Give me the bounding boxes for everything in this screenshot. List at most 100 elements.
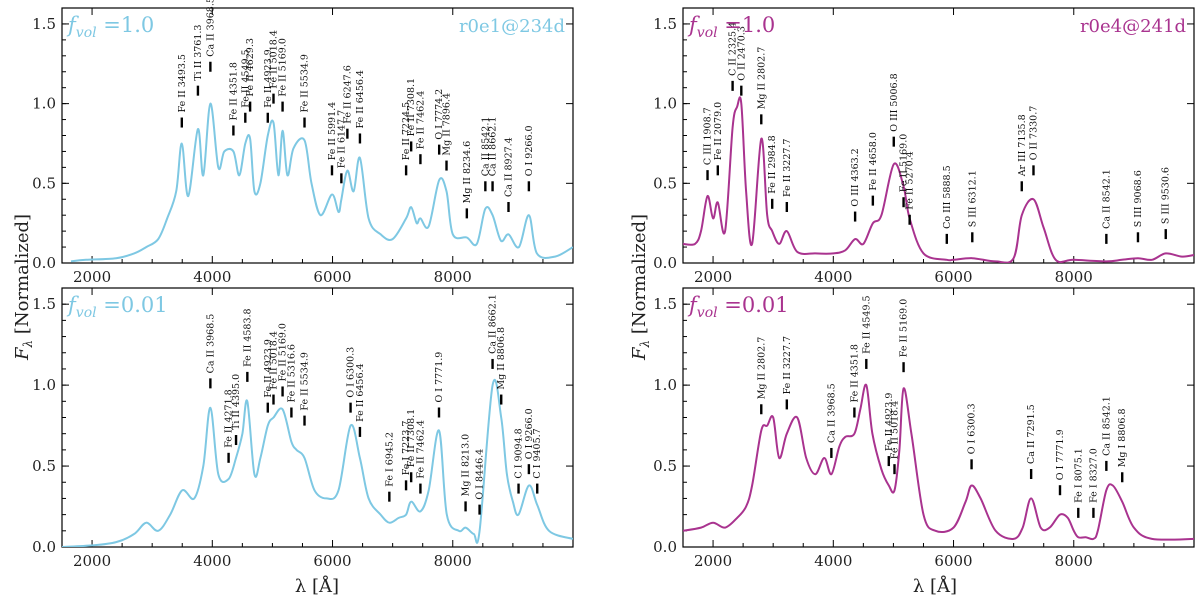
line-id-label: Ca II 8927.4 bbox=[504, 137, 515, 197]
y-tick-label: 0.0 bbox=[653, 254, 677, 272]
line-id-label: O I 9266.0 bbox=[524, 125, 535, 176]
x-tick-label: 6000 bbox=[934, 552, 972, 570]
line-id-label: C III 1908.7 bbox=[703, 107, 714, 165]
line-id-label: C II 2325.4 bbox=[728, 22, 739, 76]
line-id-label: Mg II 8806.8 bbox=[496, 327, 507, 390]
line-id-label: Fe I 6945.2 bbox=[384, 432, 395, 487]
line-id-label: Co III 5888.5 bbox=[942, 165, 953, 229]
x-tick-label: 4000 bbox=[814, 268, 852, 286]
line-id-label: C I 9405.7 bbox=[532, 428, 543, 478]
panel-bottom-left: 2000 4000 6000 8000 0.0 0.5 1.0 1.5 Ca II 3968.5… bbox=[32, 287, 574, 570]
x-axis-label-right: λ [Å] bbox=[913, 575, 957, 597]
panel-top-left: 2000 4000 6000 8000 0.0 0.5 1.0 1.5 Fe II 3493.5… bbox=[32, 0, 574, 286]
line-id-label: Fe I 8075.1 bbox=[1073, 448, 1084, 503]
line-id-label: Fe II 4923.9 bbox=[263, 339, 274, 397]
x-tick-label: 6000 bbox=[313, 552, 351, 570]
line-id-label: Fe II 4583.8 bbox=[242, 308, 253, 366]
spectrum-line bbox=[62, 378, 573, 547]
x-tick-label: 8000 bbox=[434, 268, 472, 286]
line-id-label: O III 4363.2 bbox=[850, 148, 861, 206]
line-id-label: Fe II 3493.5 bbox=[177, 54, 188, 112]
line-id-label: Fe II 5018.4 bbox=[269, 331, 280, 389]
x-tick-label: 2000 bbox=[73, 552, 111, 570]
x-tick-label: 4000 bbox=[193, 268, 231, 286]
line-id-label: Fe II 5169.0 bbox=[278, 323, 289, 381]
model-label: r0e1@234d bbox=[459, 16, 565, 37]
y-tick-label: 0.5 bbox=[653, 174, 677, 192]
line-id-label: Ca II 8662.1 bbox=[488, 117, 499, 177]
y-tick-label: 1.5 bbox=[653, 15, 677, 33]
line-id-label: O I 9266.0 bbox=[524, 408, 535, 459]
line-id-label: Fe II 6456.4 bbox=[355, 70, 366, 128]
line-id-label: Fe II 5534.9 bbox=[300, 352, 311, 410]
y-tick-label: 1.5 bbox=[653, 295, 677, 313]
y-tick-label: 1.0 bbox=[32, 376, 56, 394]
x-tick-label: 6000 bbox=[313, 268, 351, 286]
line-id-label: Fe II 5534.9 bbox=[300, 54, 311, 112]
line-id-label: Ar III 7135.8 bbox=[1017, 114, 1028, 177]
line-id-label: Ca II 3968.5 bbox=[205, 314, 216, 374]
line-id-label: Ca II 7291.5 bbox=[1026, 404, 1037, 464]
line-id-label: Fe II 3227.7 bbox=[782, 139, 793, 197]
line-id-label: Mg II 8234.6 bbox=[462, 141, 473, 204]
line-id-label: O I 7771.9 bbox=[434, 352, 445, 403]
line-id-label: O II 7330.7 bbox=[1029, 106, 1040, 161]
line-id-label: Fe II 5169.0 bbox=[278, 38, 289, 96]
line-id-label: Fe II 5270.4 bbox=[905, 151, 916, 209]
line-id-label: Fe II 5316.6 bbox=[286, 344, 297, 402]
line-id-label: O I 6300.3 bbox=[967, 403, 978, 454]
line-id-label: C I 9094.8 bbox=[514, 428, 525, 478]
line-id-label: Ti II 4395.0 bbox=[231, 374, 242, 430]
y-tick-label: 1.0 bbox=[653, 95, 677, 113]
line-id-label: Fe II 4549.5 bbox=[861, 295, 872, 353]
x-tick-label: 2000 bbox=[694, 552, 732, 570]
spectrum-line bbox=[683, 383, 1194, 541]
line-id-label: Fe II 4629.3 bbox=[245, 38, 256, 96]
line-id-label: Ca II 8542.1 bbox=[1101, 396, 1112, 456]
y-axis-label-left: Fλ [Normalized] bbox=[12, 214, 35, 361]
line-id-label: Fe II 2079.0 bbox=[713, 102, 724, 160]
line-id-label: O I 8446.4 bbox=[475, 449, 486, 500]
y-tick-label: 0.0 bbox=[32, 538, 56, 556]
line-id-label: Fe II 6456.4 bbox=[355, 363, 366, 421]
spectrum-line bbox=[683, 96, 1194, 263]
line-id-label: Fe II 4351.8 bbox=[849, 344, 860, 402]
line-id-label: Fe II 4658.0 bbox=[868, 132, 879, 190]
line-id-label: S III 6312.1 bbox=[967, 170, 978, 227]
line-id-label: Ca II 8542.1 bbox=[1101, 169, 1112, 229]
line-id-label: Ca II 8662.1 bbox=[488, 294, 499, 354]
line-id-label: Fe II 6247.6 bbox=[342, 65, 353, 123]
line-id-label: Fe II 4923.9 bbox=[263, 49, 274, 107]
line-id-label: Fe II 7308.1 bbox=[406, 409, 417, 467]
line-id-label: Fe II 5991.4 bbox=[327, 102, 338, 160]
spectrum-line bbox=[70, 102, 573, 263]
x-tick-label: 4000 bbox=[193, 552, 231, 570]
line-id-label: O II 2470.3 bbox=[736, 26, 747, 81]
line-id-label: S III 9530.6 bbox=[1161, 167, 1172, 224]
line-id-label: Mg II 7896.4 bbox=[442, 93, 453, 156]
line-id-label: Fe II 7308.1 bbox=[406, 78, 417, 136]
y-axis-label-right: Fλ [Normalized] bbox=[629, 214, 652, 361]
fvol-label: fvol =0.01 bbox=[66, 293, 168, 321]
line-id-label: O III 5006.8 bbox=[889, 73, 900, 131]
x-tick-label: 6000 bbox=[934, 268, 972, 286]
line-id-label: Mg II 2802.7 bbox=[756, 337, 767, 400]
line-id-label: Mg II 2802.7 bbox=[756, 47, 767, 110]
x-tick-label: 8000 bbox=[1055, 552, 1093, 570]
x-tick-label: 8000 bbox=[434, 552, 472, 570]
panel-bottom-right: 2000 4000 6000 8000 0.0 0.5 1.0 1.5 Mg II 2802.7… bbox=[653, 287, 1195, 570]
line-id-label: Fe II 7462.4 bbox=[415, 420, 426, 478]
y-tick-label: 0.5 bbox=[32, 457, 56, 475]
line-id-label: Fe II 6147.7 bbox=[336, 110, 347, 168]
fvol-label: fvol =0.01 bbox=[687, 293, 789, 321]
plot-frame bbox=[682, 7, 1195, 264]
x-axis-label-left: λ [Å] bbox=[295, 575, 339, 597]
line-id-label: O I 7771.9 bbox=[1055, 429, 1066, 480]
line-id-label: Fe II 3227.7 bbox=[782, 336, 793, 394]
line-id-label: Fe II 5018.4 bbox=[890, 401, 901, 459]
line-id-label: Fe II 7462.4 bbox=[415, 91, 426, 149]
line-id-label: Fe II 5018.4 bbox=[269, 30, 280, 88]
y-tick-label: 1.0 bbox=[32, 95, 56, 113]
line-id-label: S III 9068.6 bbox=[1133, 170, 1144, 227]
